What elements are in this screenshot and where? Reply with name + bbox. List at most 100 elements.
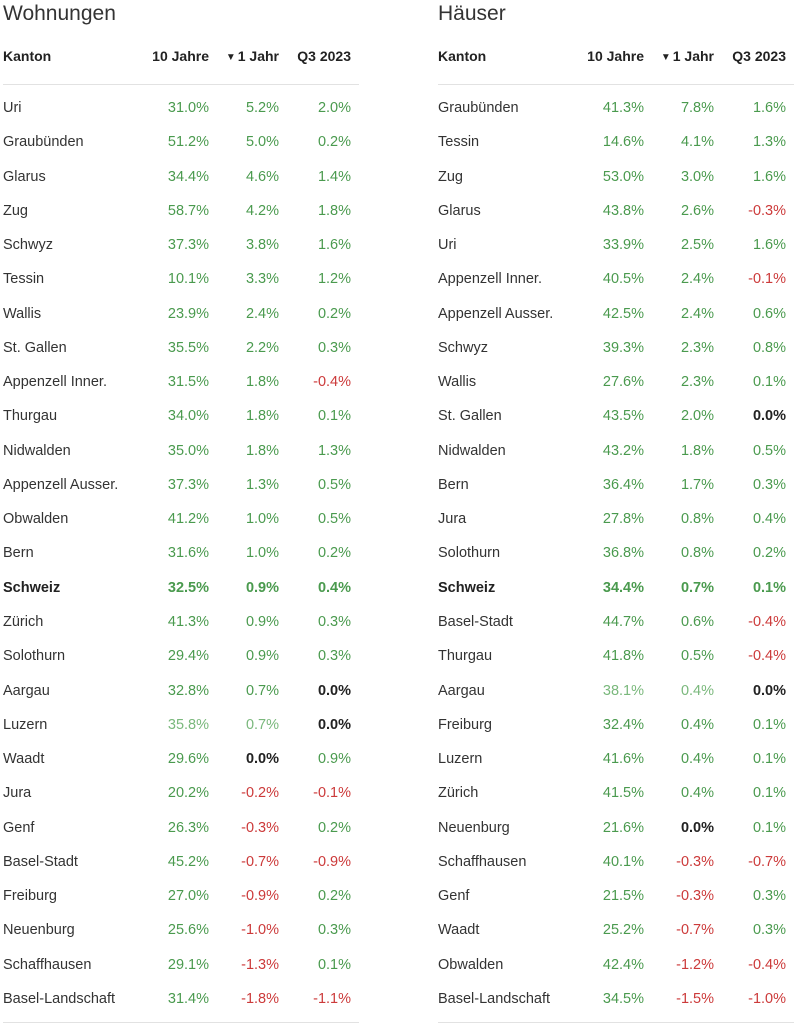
cell-q3-2023: 0.3% <box>752 922 786 939</box>
cell-1-jahr: -0.7% <box>676 922 714 939</box>
cell-10-jahre: 40.1% <box>602 853 644 870</box>
cell-q3-2023: -0.3% <box>748 202 786 219</box>
cell-kanton: Luzern <box>3 716 48 733</box>
cell-1-jahr: -1.5% <box>676 990 714 1007</box>
cell-kanton: Bern <box>438 476 469 493</box>
cell-10-jahre: 20.2% <box>167 785 209 802</box>
table-row: Waadt 25.2% -0.7% 0.3% <box>438 913 794 947</box>
cell-1-jahr: -0.7% <box>241 853 279 870</box>
cell-q3-2023: -0.7% <box>748 853 786 870</box>
cell-1-jahr: 0.8% <box>680 511 714 528</box>
cell-1-jahr: 0.7% <box>245 682 279 699</box>
cell-1-jahr: -0.2% <box>241 785 279 802</box>
cell-10-jahre: 35.0% <box>167 442 209 459</box>
cell-1-jahr: 5.2% <box>245 100 279 116</box>
cell-1-jahr: 1.8% <box>245 442 279 459</box>
cell-10-jahre: 58.7% <box>167 202 209 219</box>
cell-q3-2023: 0.2% <box>317 545 351 562</box>
cell-1-jahr: 0.7% <box>245 716 279 733</box>
table-row: Basel-Stadt 44.7% 0.6% -0.4% <box>438 605 794 639</box>
cell-kanton: Solothurn <box>3 648 66 665</box>
cell-1-jahr: 1.7% <box>680 476 714 493</box>
cell-1-jahr: -1.8% <box>241 990 279 1007</box>
cell-q3-2023: 0.3% <box>317 613 351 630</box>
table-row: Bern 31.6% 1.0% 0.2% <box>3 536 359 570</box>
cell-1-jahr: 0.4% <box>680 751 714 768</box>
cell-kanton: Basel-Stadt <box>3 853 78 870</box>
cell-10-jahre: 43.5% <box>602 408 644 425</box>
cell-q3-2023: 0.1% <box>752 716 786 733</box>
cell-q3-2023: -0.1% <box>748 271 786 288</box>
col-header-10-jahre[interactable]: 10 Jahre <box>587 48 644 64</box>
cell-1-jahr: 3.8% <box>245 237 279 254</box>
table-row: Uri 33.9% 2.5% 1.6% <box>438 228 794 262</box>
table-row: Obwalden 42.4% -1.2% -0.4% <box>438 948 794 982</box>
cell-kanton: Appenzell Inner. <box>3 374 107 391</box>
cell-q3-2023: 0.1% <box>317 408 351 425</box>
cell-kanton: Jura <box>438 511 467 528</box>
cell-kanton: Waadt <box>438 922 480 939</box>
table-row: Luzern 41.6% 0.4% 0.1% <box>438 742 794 776</box>
table-row: Appenzell Inner. 40.5% 2.4% -0.1% <box>438 262 794 296</box>
table-row: Zürich 41.3% 0.9% 0.3% <box>3 605 359 639</box>
cell-q3-2023: 0.2% <box>317 819 351 836</box>
cell-q3-2023: 0.3% <box>317 648 351 665</box>
cell-10-jahre: 41.3% <box>602 100 644 116</box>
cell-10-jahre: 27.8% <box>602 511 644 528</box>
cell-q3-2023: 0.4% <box>752 511 786 528</box>
table-row: Graubünden 41.3% 7.8% 1.6% <box>438 91 794 125</box>
cell-q3-2023: 0.3% <box>752 888 786 905</box>
header-divider <box>3 84 359 85</box>
cell-kanton: Obwalden <box>438 956 504 973</box>
table-row: Basel-Stadt 45.2% -0.7% -0.9% <box>3 845 359 879</box>
cell-1-jahr: 3.3% <box>245 271 279 288</box>
cell-10-jahre: 29.4% <box>167 648 209 665</box>
cell-kanton: Basel-Stadt <box>438 613 513 630</box>
col-header-1-jahr-label: 1 Jahr <box>237 48 279 64</box>
table-row: Appenzell Ausser. 37.3% 1.3% 0.5% <box>3 468 359 502</box>
cell-q3-2023: 1.8% <box>317 202 351 219</box>
cell-1-jahr: 1.0% <box>245 511 279 528</box>
cell-kanton: Schwyz <box>438 339 488 356</box>
table-row: Schaffhausen 40.1% -0.3% -0.7% <box>438 845 794 879</box>
col-header-kanton[interactable]: Kanton <box>3 48 52 64</box>
cell-q3-2023: 0.3% <box>317 922 351 939</box>
cell-1-jahr: 0.0% <box>680 819 714 836</box>
col-header-10-jahre[interactable]: 10 Jahre <box>152 48 209 64</box>
cell-10-jahre: 39.3% <box>602 339 644 356</box>
cell-kanton: St. Gallen <box>438 408 502 425</box>
cell-kanton: Neuenburg <box>3 922 75 939</box>
col-header-1-jahr[interactable]: ▼ 1 Jahr <box>226 45 279 70</box>
cell-kanton: Freiburg <box>438 716 492 733</box>
table-row: Zug 53.0% 3.0% 1.6% <box>438 160 794 194</box>
cell-10-jahre: 35.5% <box>167 339 209 356</box>
col-header-kanton[interactable]: Kanton <box>438 48 487 64</box>
cell-1-jahr: -1.2% <box>676 956 714 973</box>
cell-kanton: Uri <box>438 237 457 254</box>
table-row: Genf 21.5% -0.3% 0.3% <box>438 879 794 913</box>
cell-kanton: Schweiz <box>438 579 496 596</box>
panel-title: Häuser <box>438 2 506 25</box>
table-row: Schwyz 39.3% 2.3% 0.8% <box>438 331 794 365</box>
cell-1-jahr: 2.4% <box>680 305 714 322</box>
table-row: Obwalden 41.2% 1.0% 0.5% <box>3 502 359 536</box>
col-header-q3-2023[interactable]: Q3 2023 <box>732 48 786 64</box>
cell-10-jahre: 21.6% <box>602 819 644 836</box>
table-row: Appenzell Inner. 31.5% 1.8% -0.4% <box>3 365 359 399</box>
col-header-q3-2023[interactable]: Q3 2023 <box>297 48 351 64</box>
table-row: Thurgau 41.8% 0.5% -0.4% <box>438 639 794 673</box>
cell-10-jahre: 29.6% <box>167 751 209 768</box>
cell-q3-2023: -0.4% <box>748 613 786 630</box>
cell-1-jahr: 0.7% <box>680 579 714 596</box>
cell-q3-2023: 1.6% <box>752 100 786 116</box>
cell-1-jahr: 0.4% <box>680 785 714 802</box>
cell-10-jahre: 45.2% <box>167 853 209 870</box>
cell-1-jahr: 1.3% <box>245 476 279 493</box>
cell-q3-2023: -0.4% <box>313 374 351 391</box>
cell-q3-2023: 1.3% <box>752 134 786 151</box>
cell-10-jahre: 43.8% <box>602 202 644 219</box>
cell-kanton: Waadt <box>3 751 45 768</box>
col-header-1-jahr[interactable]: ▼ 1 Jahr <box>661 45 714 70</box>
cell-q3-2023: 0.0% <box>317 682 351 699</box>
cell-kanton: Zug <box>438 168 463 185</box>
